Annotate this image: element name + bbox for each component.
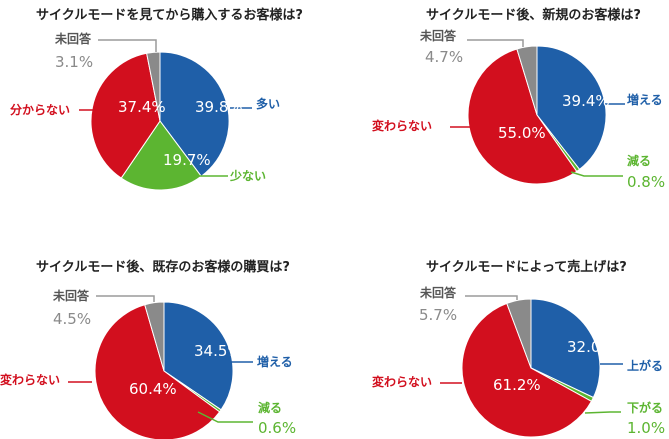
chart-2-slice-4 (516, 45, 538, 116)
chart-1-leader-4 (98, 39, 157, 52)
chart-2-value-1: 39.4% (562, 92, 610, 110)
chart-4-value-3: 61.2% (493, 376, 541, 394)
chart-2-label-3: 変わらない (372, 118, 432, 133)
chart-2-label-2: 減る (627, 153, 651, 168)
chart-4-value-1: 32.0% (567, 338, 615, 356)
chart-2-leader-4 (467, 39, 524, 47)
chart-1-label-3: 分からない (10, 102, 70, 117)
chart-4-leader-4 (465, 295, 518, 300)
chart-1-value-3: 37.4% (118, 98, 166, 116)
chart-3-slice-1 (163, 301, 234, 411)
chart-4-value-4: 5.7% (419, 306, 457, 324)
chart-3-value-4: 4.5% (53, 310, 91, 328)
chart-4-label-2: 下がる (627, 400, 663, 415)
chart-2-title: サイクルモード後、新規のお客様は? (426, 8, 641, 23)
chart-1-title: サイクルモードを見てから購入するお客様は? (36, 8, 303, 23)
chart-3-label-4: 未回答 (52, 288, 90, 303)
chart-1-value-1: 39.8% (195, 98, 243, 116)
chart-3-leader-2 (197, 411, 253, 423)
chart-3-label-2: 減る (258, 400, 282, 415)
chart-3-label-1: 増える (257, 354, 293, 369)
chart-1-value-4: 3.1% (55, 53, 93, 71)
chart-2-label-1: 増える (627, 92, 663, 107)
chart-1-label-2: 少ない (229, 168, 266, 183)
chart-2-slice-1 (536, 45, 607, 171)
chart-1-label-4: 未回答 (54, 31, 92, 46)
chart-4-slice-3 (461, 302, 593, 438)
chart-1-slice-3 (90, 52, 161, 179)
chart-1-slice-2 (120, 120, 202, 191)
chart-4-slice-1 (530, 298, 601, 399)
chart-2-label-4: 未回答 (419, 28, 457, 43)
chart-2-slice-3 (467, 48, 578, 185)
chart-2-value-4: 4.7% (425, 48, 463, 66)
chart-3-label-3: 変わらない (0, 372, 60, 387)
chart-4-label-3: 変わらない (372, 374, 432, 389)
chart-2-value-2: 0.8% (627, 173, 665, 191)
chart-3-value-2: 0.6% (258, 419, 296, 437)
chart-3-slice-3 (94, 304, 221, 439)
chart-4-title: サイクルモードによって売上げは? (426, 260, 627, 275)
chart-2-value-3: 55.0% (498, 124, 546, 142)
chart-4-value-2: 1.0% (627, 419, 665, 437)
chart-4-label-4: 未回答 (419, 285, 457, 300)
chart-3-value-3: 60.4% (129, 380, 177, 398)
chart-3-leader-4 (96, 295, 155, 302)
chart-2-leader-2 (570, 171, 623, 177)
chart-1-slice-1 (159, 51, 230, 178)
chart-4-label-1: 上がる (627, 358, 663, 373)
chart-3-value-1: 34.5% (194, 342, 242, 360)
chart-3-title: サイクルモード後、既存のお客様の購買は? (36, 260, 290, 275)
chart-1-value-2: 19.7% (163, 151, 211, 169)
chart-1-label-1: 多い (256, 96, 280, 111)
chart-4-slice-4 (506, 298, 532, 369)
chart-1-slice-4 (146, 51, 161, 122)
chart-4-leader-2 (584, 411, 621, 414)
chart-3-slice-4 (144, 301, 165, 372)
